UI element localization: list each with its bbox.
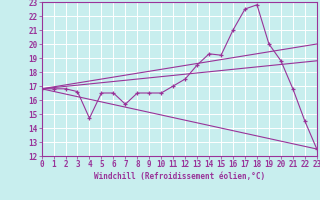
X-axis label: Windchill (Refroidissement éolien,°C): Windchill (Refroidissement éolien,°C) — [94, 172, 265, 181]
